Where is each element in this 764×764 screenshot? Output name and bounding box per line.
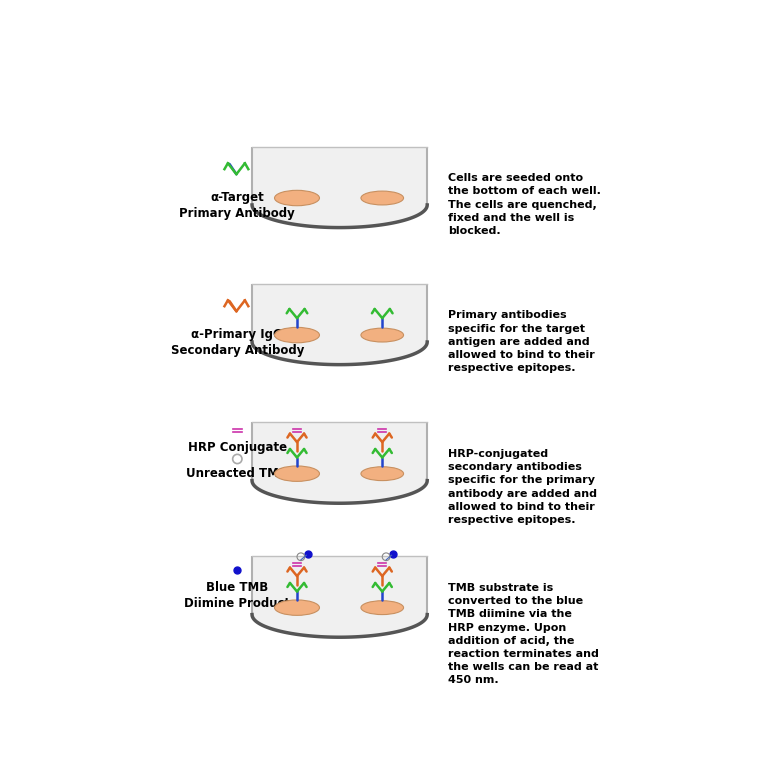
Ellipse shape: [274, 600, 319, 615]
Ellipse shape: [252, 319, 427, 364]
Ellipse shape: [252, 458, 427, 503]
Text: TMB substrate is
converted to the blue
TMB diimine via the
HRP enzyme. Upon
addi: TMB substrate is converted to the blue T…: [448, 583, 599, 685]
Text: Cells are seeded onto
the bottom of each well.
The cells are quenched,
fixed and: Cells are seeded onto the bottom of each…: [448, 173, 601, 236]
Bar: [252, 147, 427, 205]
Text: Unreacted TMB: Unreacted TMB: [186, 467, 288, 480]
Ellipse shape: [361, 329, 403, 342]
Ellipse shape: [361, 191, 403, 205]
Ellipse shape: [252, 592, 427, 637]
Text: HRP Conjugate: HRP Conjugate: [188, 442, 287, 455]
Text: α-Primary IgG
Secondary Antibody: α-Primary IgG Secondary Antibody: [170, 328, 304, 357]
Text: Blue TMB
Diimine Product: Blue TMB Diimine Product: [184, 581, 290, 610]
Text: α-Target
Primary Antibody: α-Target Primary Antibody: [180, 191, 295, 220]
Text: Primary antibodies
specific for the target
antigen are added and
allowed to bind: Primary antibodies specific for the targ…: [448, 310, 595, 373]
Ellipse shape: [274, 466, 319, 481]
Ellipse shape: [252, 183, 427, 228]
Bar: [252, 556, 427, 614]
Bar: [252, 422, 427, 481]
Ellipse shape: [274, 328, 319, 343]
Text: HRP-conjugated
secondary antibodies
specific for the primary
antibody are added : HRP-conjugated secondary antibodies spec…: [448, 449, 597, 525]
Ellipse shape: [274, 190, 319, 206]
Ellipse shape: [361, 467, 403, 481]
Ellipse shape: [361, 601, 403, 614]
Bar: [252, 283, 427, 342]
